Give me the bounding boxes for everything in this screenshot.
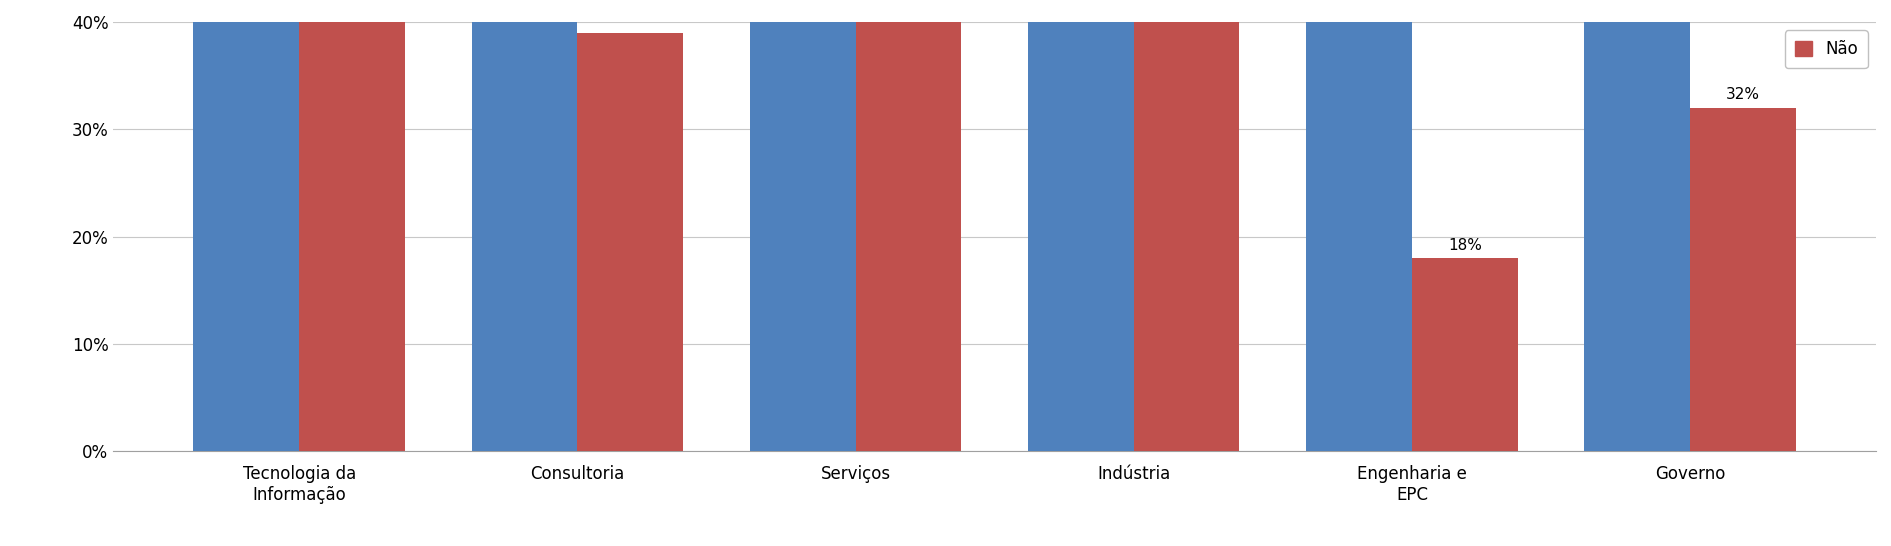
Legend: Não: Não: [1785, 31, 1868, 68]
Bar: [299, 0, 405, 451]
Bar: [577, 33, 683, 451]
Text: 18%: 18%: [1449, 238, 1483, 253]
Bar: [751, 0, 855, 451]
Bar: [1307, 0, 1413, 451]
Bar: [1585, 0, 1691, 451]
Bar: [1029, 0, 1135, 451]
Text: 32%: 32%: [1726, 87, 1761, 103]
Bar: [855, 0, 961, 451]
Bar: [1135, 0, 1239, 451]
Bar: [193, 0, 299, 451]
Bar: [1413, 258, 1518, 451]
Bar: [1691, 108, 1796, 451]
Bar: [471, 0, 577, 451]
